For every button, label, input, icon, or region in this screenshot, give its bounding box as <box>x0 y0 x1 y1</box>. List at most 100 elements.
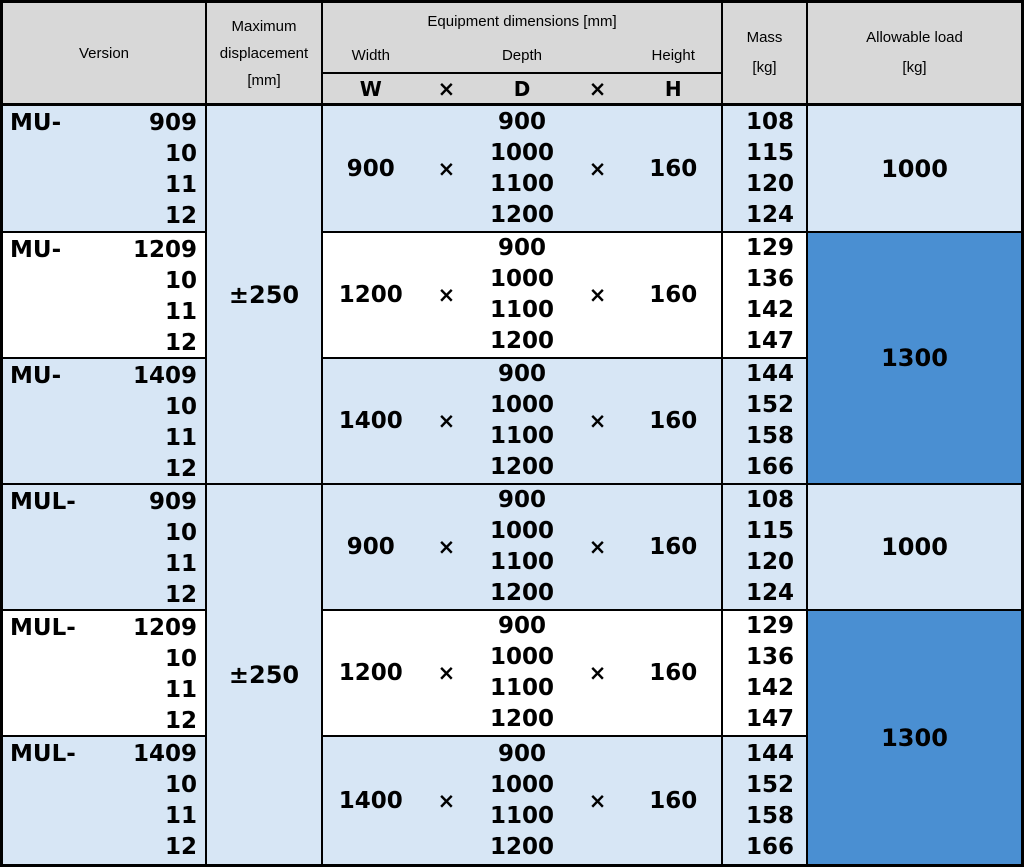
dimensions-cell: 1200 × 900 1000 1100 1200 × 160 <box>323 233 723 359</box>
header-version: Version <box>3 3 207 106</box>
dimensions-cell: 1400 × 900 1000 1100 1200 × 160 <box>323 737 723 864</box>
version-number: 12 <box>164 330 197 356</box>
times-sign: × <box>588 283 607 307</box>
depth-value: 1200 <box>489 833 554 860</box>
displacement-value: ±250 <box>228 660 300 689</box>
version-prefix: MU- <box>10 363 62 389</box>
wdh-row: W × D × H <box>323 72 721 103</box>
version-prefix: MU- <box>10 110 62 136</box>
dimensions-title: Equipment dimensions [mm] <box>427 12 617 30</box>
depth-values: 900 1000 1100 1200 <box>490 107 554 231</box>
depth-value: 1100 <box>489 675 554 701</box>
depth-value: 1100 <box>489 802 554 829</box>
dimensions-cell: 900 × 900 1000 1100 1200 × 160 <box>323 485 723 611</box>
mass-value: 108 <box>745 108 794 135</box>
mass-value: 152 <box>745 392 794 418</box>
depth-value: 1200 <box>489 706 554 732</box>
w-label: W <box>359 76 382 101</box>
width-value: 1400 <box>338 787 403 814</box>
load-value: 1000 <box>881 533 948 561</box>
depth-value: 900 <box>497 108 546 135</box>
version-number: 12 <box>164 456 197 482</box>
version-number: 909 <box>148 110 197 136</box>
version-number: 10 <box>164 520 197 546</box>
version-number: 12 <box>164 582 197 608</box>
depth-value: 900 <box>497 361 546 387</box>
mass-value: 144 <box>745 361 794 387</box>
version-number: 1409 <box>132 363 197 389</box>
mass-value: 136 <box>745 644 794 670</box>
version-number: 12 <box>164 834 197 860</box>
displacement-header-line: displacement <box>219 44 309 62</box>
depth-value: 1200 <box>489 201 554 228</box>
mass-cell: 108 115 120 124 <box>723 485 808 611</box>
version-number: 11 <box>164 803 197 829</box>
depth-value: 1000 <box>489 518 554 544</box>
times-sign: × <box>437 283 456 307</box>
displacement-cell: ±250 <box>207 106 323 485</box>
times-sign: × <box>588 661 607 685</box>
depth-values: 900 1000 1100 1200 <box>490 359 554 483</box>
times-sign: × <box>437 156 456 181</box>
depth-values: 900 1000 1100 1200 <box>490 233 554 357</box>
header-allowable-load: Allowable load [kg] <box>808 3 1021 106</box>
version-prefix: MUL- <box>10 741 76 767</box>
load-value: 1000 <box>881 154 948 183</box>
displacement-cell: ±250 <box>207 485 323 864</box>
width-value: 900 <box>346 155 395 182</box>
height-value: 160 <box>649 155 698 182</box>
mass-value: 142 <box>745 675 794 701</box>
version-cell: MU- 909 10 11 12 <box>3 106 207 233</box>
load-header-line: Allowable load <box>866 29 963 46</box>
mass-cell: 144 152 158 166 <box>723 359 808 485</box>
times-sign: × <box>588 788 607 813</box>
version-number: 11 <box>164 172 197 198</box>
version-number: 11 <box>164 551 197 577</box>
width-label: Width <box>351 47 390 64</box>
mass-value: 115 <box>745 139 794 166</box>
header-mass: Mass [kg] <box>723 3 808 106</box>
depth-value: 900 <box>497 740 546 767</box>
version-cell: MU- 1209 10 11 12 <box>3 233 207 359</box>
header-max-displacement: Maximum displacement [mm] <box>207 3 323 106</box>
mass-header-line: [kg] <box>752 59 777 76</box>
depth-value: 900 <box>497 235 546 261</box>
depth-value: 1100 <box>489 423 554 449</box>
version-number: 10 <box>164 268 197 294</box>
mass-value: 142 <box>745 297 794 323</box>
mass-value: 158 <box>745 423 794 449</box>
displacement-header-line: Maximum <box>231 17 297 35</box>
load-cell: 1000 <box>808 485 1021 611</box>
mass-value: 120 <box>745 549 794 575</box>
times-sign: × <box>437 788 456 813</box>
depth-values: 900 1000 1100 1200 <box>490 611 554 735</box>
version-cell: MU- 1409 10 11 12 <box>3 359 207 485</box>
mass-value: 136 <box>745 266 794 292</box>
width-value: 1200 <box>338 282 403 308</box>
mass-value: 129 <box>745 613 794 639</box>
mass-value: 158 <box>745 802 794 829</box>
mass-value: 147 <box>745 328 794 354</box>
version-number: 12 <box>164 203 197 229</box>
times-sign: × <box>437 76 456 101</box>
version-number: 10 <box>164 141 197 167</box>
mass-value: 108 <box>745 487 794 513</box>
depth-value: 1100 <box>489 549 554 575</box>
mass-cell: 129 136 142 147 <box>723 611 808 737</box>
mass-value: 144 <box>745 740 794 767</box>
width-value: 1200 <box>338 660 403 686</box>
mass-cell: 129 136 142 147 <box>723 233 808 359</box>
load-value: 1300 <box>881 723 948 752</box>
depth-value: 1100 <box>489 297 554 323</box>
depth-value: 1000 <box>489 139 554 166</box>
times-sign: × <box>588 535 607 559</box>
version-number: 11 <box>164 299 197 325</box>
version-prefix: MU- <box>10 237 62 263</box>
height-value: 160 <box>649 660 698 686</box>
depth-value: 1200 <box>489 328 554 354</box>
mass-value: 120 <box>745 170 794 197</box>
depth-value: 1000 <box>489 392 554 418</box>
dimension-labels-row: Width Depth Height <box>323 39 721 72</box>
depth-label: Depth <box>501 47 542 64</box>
